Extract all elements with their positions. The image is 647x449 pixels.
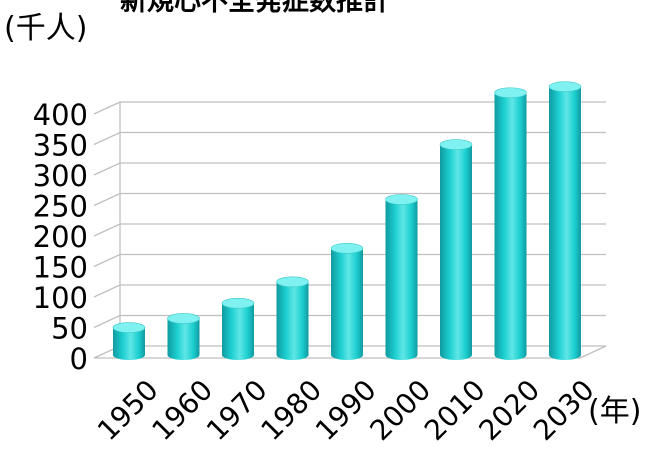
bar-body: [113, 327, 145, 360]
bar: [439, 139, 473, 360]
bar-body: [276, 281, 309, 360]
y-tick-label: 400: [33, 98, 88, 132]
x-tick-label: 1980: [254, 373, 328, 445]
chart-floor: [93, 345, 607, 359]
bar-body: [549, 86, 581, 361]
y-tick-label: 150: [33, 251, 88, 285]
x-tick-label: 1990: [309, 373, 383, 445]
bar-top: [494, 87, 527, 99]
x-axis-label: (年): [588, 394, 641, 429]
y-tick-label: 200: [33, 220, 88, 254]
y-tick-label: 300: [33, 159, 88, 193]
y-tick-label: 100: [33, 281, 88, 315]
bar: [330, 243, 364, 360]
bar-top: [548, 81, 582, 92]
bar-body: [440, 144, 472, 360]
gridline: [93, 223, 606, 237]
gridline: [93, 162, 606, 176]
bar-top: [167, 313, 200, 324]
bar-body: [385, 199, 418, 360]
bar-top: [276, 276, 309, 288]
bar-body: [494, 92, 527, 360]
bar-body: [167, 318, 200, 360]
x-tick-label: 1960: [145, 373, 219, 445]
bar: [221, 297, 255, 360]
bar: [385, 194, 418, 360]
bar: [112, 322, 146, 360]
gridline: [93, 131, 606, 146]
chart-title: 新規心不全発症数推計: [120, 0, 390, 17]
y-axis-label: (千人): [4, 11, 87, 46]
bars: [112, 81, 582, 361]
bar-top: [330, 243, 364, 254]
bar: [276, 276, 309, 360]
gridline: [93, 192, 606, 207]
x-tick-label: 2010: [418, 373, 492, 445]
bar: [167, 313, 200, 360]
y-tick-label: 350: [33, 129, 88, 163]
gridline: [93, 101, 606, 115]
y-tick-label: 250: [33, 190, 88, 224]
grid-lines: [93, 101, 607, 359]
x-tick-label: 1950: [91, 373, 165, 445]
x-tick-label: 2020: [472, 373, 546, 445]
bar-body: [331, 248, 363, 360]
x-tick-label: 2000: [363, 373, 437, 445]
bar-top: [221, 297, 255, 309]
y-tick-label: 50: [51, 312, 88, 346]
bar-top: [112, 322, 146, 333]
bar-top: [385, 194, 418, 205]
y-tick-label: 0: [70, 342, 88, 376]
bar: [494, 87, 527, 360]
x-tick-label: 1970: [200, 373, 274, 445]
bar: [548, 81, 582, 361]
bar-top: [439, 139, 473, 150]
bar-body: [222, 303, 254, 360]
